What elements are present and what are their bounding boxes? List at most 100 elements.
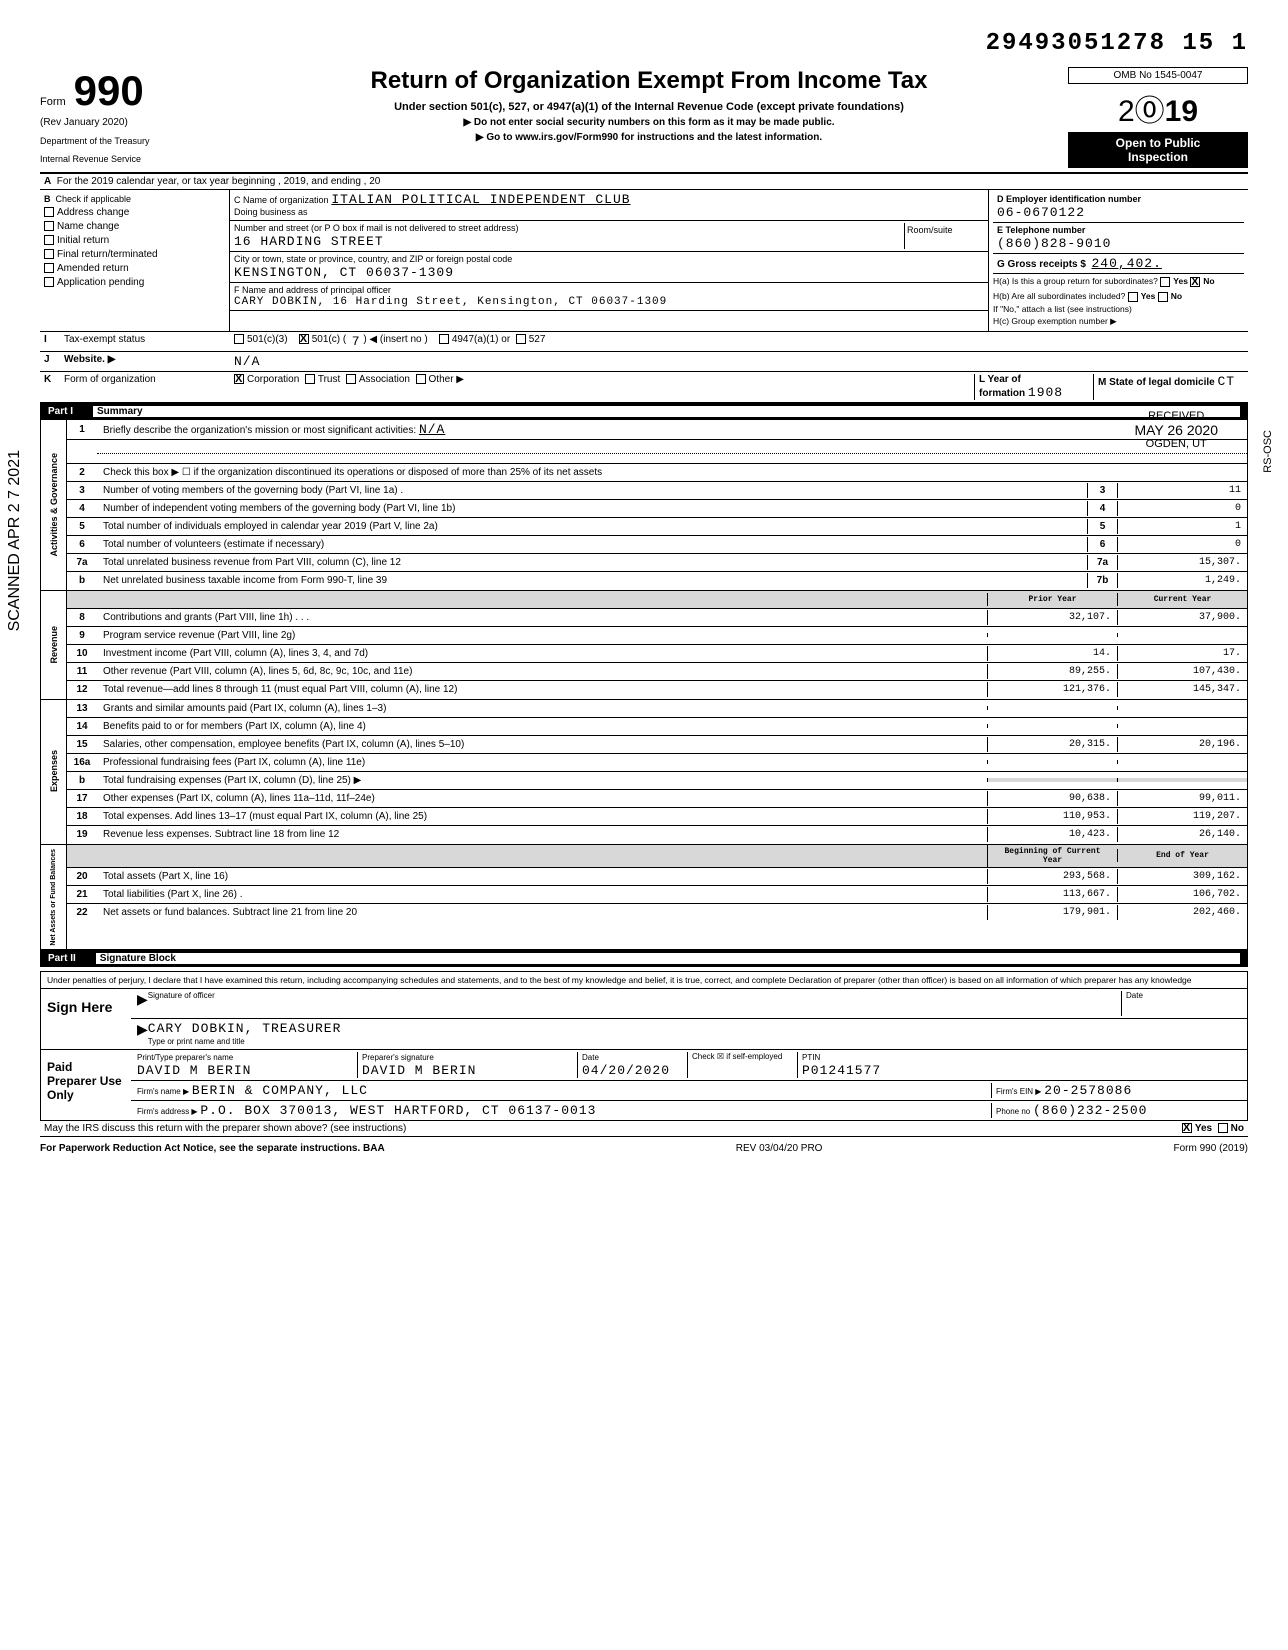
org-city: KENSINGTON, CT 06037-1309 <box>234 265 454 280</box>
salaries-py: 20,315. <box>987 737 1117 752</box>
open-public: Open to Public Inspection <box>1068 132 1248 168</box>
form-label: Form <box>40 96 66 108</box>
unrelated-revenue: 15,307. <box>1117 555 1247 570</box>
unrelated-taxable: 1,249. <box>1117 573 1247 588</box>
checkbox-name-change[interactable] <box>44 221 54 231</box>
salaries-cy: 20,196. <box>1117 737 1247 752</box>
other-exp-cy: 99,011. <box>1117 791 1247 806</box>
side-label-governance: Activities & Governance <box>47 449 61 561</box>
side-label-revenue: Revenue <box>47 622 61 668</box>
total-assets-end: 309,162. <box>1117 869 1247 884</box>
voting-members: 11 <box>1117 483 1247 498</box>
form-header: Form 990 (Rev January 2020) Department o… <box>40 67 1248 174</box>
org-street: 16 HARDING STREET <box>234 234 384 249</box>
firm-name: BERIN & COMPANY, LLC <box>192 1083 368 1098</box>
checkbox-address-change[interactable] <box>44 207 54 217</box>
gross-receipts: 240,402. <box>1092 256 1162 271</box>
omb-number: OMB No 1545-0047 <box>1068 67 1248 84</box>
rs-osc-stamp: RS-OSC <box>1262 430 1274 473</box>
checkbox-discuss-yes[interactable] <box>1182 1123 1192 1133</box>
contributions-cy: 37,900. <box>1117 610 1247 625</box>
total-rev-py: 121,376. <box>987 682 1117 697</box>
firm-address: P.O. BOX 370013, WEST HARTFORD, CT 06137… <box>200 1103 596 1118</box>
firm-phone: (860)232-2500 <box>1033 1103 1147 1118</box>
section-b: B Check if applicable Address change Nam… <box>40 190 230 331</box>
ptin: P01241577 <box>802 1063 881 1078</box>
side-label-net-assets: Net Assets or Fund Balances <box>48 845 59 950</box>
year-formation: 1908 <box>1028 385 1063 400</box>
employees: 1 <box>1117 519 1247 534</box>
org-name: ITALIAN POLITICAL INDEPENDENT CLUB <box>331 192 630 207</box>
form-number: 990 <box>74 67 144 115</box>
preparer-name: DAVID M BERIN <box>137 1063 251 1078</box>
checkbox-other[interactable] <box>416 374 426 384</box>
preparer-sig: DAVID M BERIN <box>362 1063 476 1078</box>
form-revision: (Rev January 2020) <box>40 117 230 128</box>
ein: 06-0670122 <box>997 205 1085 220</box>
preparer-date: 04/20/2020 <box>582 1063 670 1078</box>
firm-ein: 20-2578086 <box>1044 1083 1132 1098</box>
dept-treasury: Department of the Treasury <box>40 136 230 146</box>
rev-less-exp-py: 10,423. <box>987 827 1117 842</box>
checkbox-corporation[interactable] <box>234 374 244 384</box>
form-subtitle-3: ▶ Go to www.irs.gov/Form990 for instruct… <box>230 132 1068 143</box>
website: N/A <box>234 354 260 369</box>
total-exp-cy: 119,207. <box>1117 809 1247 824</box>
total-assets-beg: 293,568. <box>987 869 1117 884</box>
scanned-stamp: SCANNED APR 2 7 2021 <box>6 450 24 631</box>
checkbox-trust[interactable] <box>305 374 315 384</box>
checkbox-initial-return[interactable] <box>44 235 54 245</box>
officer-name: CARY DOBKIN, TREASURER <box>148 1021 342 1036</box>
form-title: Return of Organization Exempt From Incom… <box>230 67 1068 95</box>
part-1-header: Part I Summary <box>40 403 1248 420</box>
form-subtitle-1: Under section 501(c), 527, or 4947(a)(1)… <box>230 101 1068 113</box>
investment-py: 14. <box>987 646 1117 661</box>
side-label-expenses: Expenses <box>47 746 61 796</box>
checkbox-501c3[interactable] <box>234 334 244 344</box>
other-rev-cy: 107,430. <box>1117 664 1247 679</box>
total-rev-cy: 145,347. <box>1117 682 1247 697</box>
investment-cy: 17. <box>1117 646 1247 661</box>
checkbox-association[interactable] <box>346 374 356 384</box>
checkbox-final-return[interactable] <box>44 249 54 259</box>
paid-preparer-label: Paid Preparer Use Only <box>41 1050 131 1120</box>
page-footer: For Paperwork Reduction Act Notice, see … <box>40 1143 1248 1154</box>
total-liab-end: 106,702. <box>1117 887 1247 902</box>
dept-irs: Internal Revenue Service <box>40 154 230 164</box>
perjury-statement: Under penalties of perjury, I declare th… <box>41 972 1247 989</box>
sign-here-label: Sign Here <box>41 989 131 1049</box>
checkbox-amended[interactable] <box>44 263 54 273</box>
signature-block: Under penalties of perjury, I declare th… <box>40 971 1248 1121</box>
line-a: A For the 2019 calendar year, or tax yea… <box>40 174 1248 190</box>
phone: (860)828-9010 <box>997 236 1111 251</box>
tax-year: 2⓪19 <box>1068 84 1248 132</box>
contributions-py: 32,107. <box>987 610 1117 625</box>
volunteers: 0 <box>1117 537 1247 552</box>
checkbox-hb-no[interactable] <box>1158 292 1168 302</box>
checkbox-ha-no[interactable] <box>1190 277 1200 287</box>
document-number: 29493051278 15 1 <box>40 30 1248 57</box>
form-subtitle-2: ▶ Do not enter social security numbers o… <box>230 117 1068 128</box>
line-i: I Tax-exempt status 501(c)(3) 501(c) ( 7… <box>40 332 1248 352</box>
checkbox-hb-yes[interactable] <box>1128 292 1138 302</box>
other-exp-py: 90,638. <box>987 791 1117 806</box>
checkbox-501c[interactable] <box>299 334 309 344</box>
received-stamp: RECEIVED MAY 26 2020 OGDEN, UT <box>1134 410 1218 450</box>
checkbox-discuss-no[interactable] <box>1218 1123 1228 1133</box>
state-domicile: CT <box>1217 374 1235 389</box>
total-liab-beg: 113,667. <box>987 887 1117 902</box>
discuss-row: May the IRS discuss this return with the… <box>40 1121 1248 1137</box>
part-2-header: Part II Signature Block <box>40 950 1248 967</box>
checkbox-application-pending[interactable] <box>44 277 54 287</box>
independent-members: 0 <box>1117 501 1247 516</box>
checkbox-527[interactable] <box>516 334 526 344</box>
other-rev-py: 89,255. <box>987 664 1117 679</box>
net-assets-end: 202,460. <box>1117 905 1247 920</box>
line-k: K Form of organization Corporation Trust… <box>40 372 1248 403</box>
line-j: J Website. ▶ N/A <box>40 352 1248 372</box>
checkbox-ha-yes[interactable] <box>1160 277 1170 287</box>
checkbox-4947[interactable] <box>439 334 449 344</box>
principal-officer: CARY DOBKIN, 16 Harding Street, Kensingt… <box>234 296 667 308</box>
rev-less-exp-cy: 26,140. <box>1117 827 1247 842</box>
net-assets-beg: 179,901. <box>987 905 1117 920</box>
